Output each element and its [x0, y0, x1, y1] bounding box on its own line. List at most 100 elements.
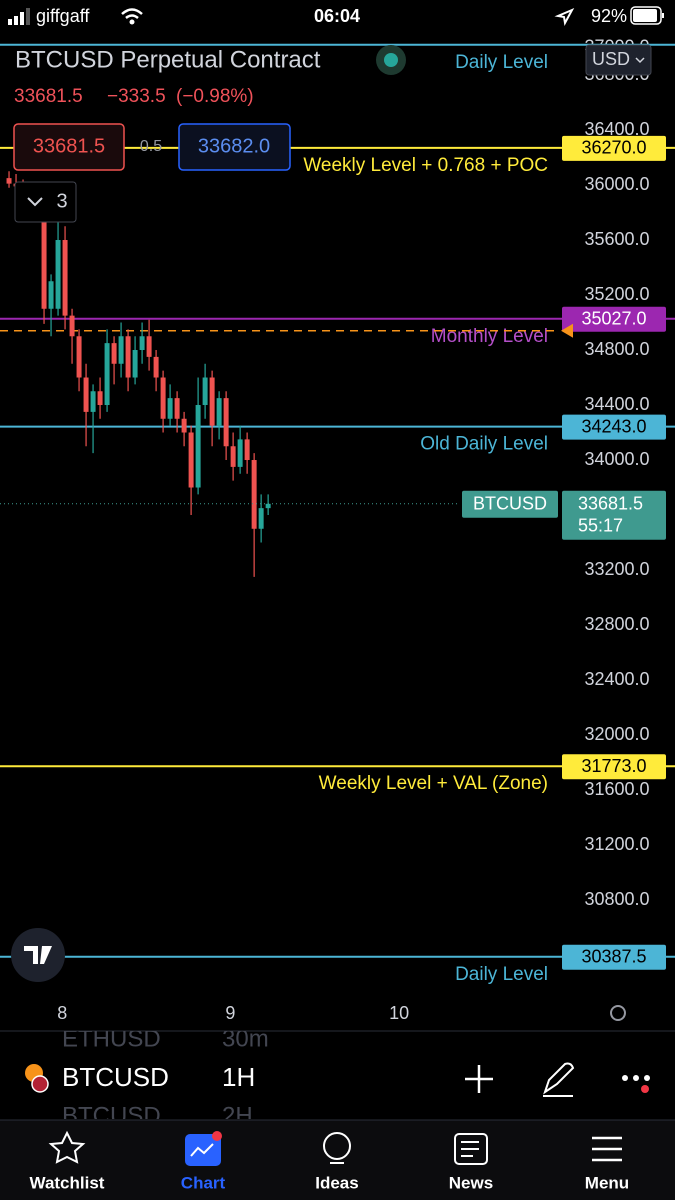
indicator-count: 3 — [56, 190, 67, 212]
price-change-percent: (−0.98%) — [176, 86, 254, 107]
spread: 0.5 — [140, 138, 162, 155]
candle-body — [83, 377, 89, 412]
symbol[interactable]: BTCUSD — [62, 1062, 169, 1092]
level-name: Weekly Level + VAL (Zone) — [319, 773, 548, 794]
candle-body — [48, 281, 54, 309]
more-button[interactable] — [622, 1075, 628, 1081]
usd-icon — [31, 1075, 49, 1093]
chart-icon — [190, 1143, 214, 1157]
y-tick-label: 35200.0 — [584, 284, 649, 304]
candle-body — [41, 198, 47, 309]
battery-level — [633, 9, 657, 22]
currency-label: USD — [592, 49, 630, 69]
candle-body — [244, 439, 250, 461]
next-interval: 2H — [222, 1102, 253, 1129]
candle-body — [209, 377, 215, 426]
y-tick-label: 32800.0 — [584, 614, 649, 634]
candle-body — [216, 398, 222, 426]
candle-body — [195, 405, 201, 488]
candle-body — [181, 418, 187, 433]
candle-body — [146, 336, 152, 357]
tab-bar: Watchlist Chart Ideas News Menu — [0, 1119, 675, 1200]
candle-body — [258, 508, 264, 529]
level-tag — [562, 754, 666, 780]
x-tick-label: 9 — [225, 1003, 235, 1023]
price-change: −333.5 — [107, 86, 166, 107]
candle-body — [125, 336, 131, 378]
level-tag — [562, 306, 666, 332]
clock: 06:04 — [314, 6, 360, 26]
candle-body — [153, 356, 159, 378]
chart-icon — [185, 1134, 221, 1166]
sell-button[interactable] — [13, 123, 125, 171]
candle-body — [90, 391, 96, 412]
draw-button[interactable] — [543, 1062, 575, 1097]
level-tag — [562, 414, 666, 440]
tab-label[interactable]: Menu — [585, 1173, 629, 1192]
candle-body — [62, 240, 68, 316]
menu-icon — [592, 1136, 622, 1162]
y-tick-label: 32400.0 — [584, 669, 649, 689]
level-name: Daily Level — [455, 964, 548, 985]
wifi-icon — [129, 19, 135, 25]
more-button — [633, 1075, 639, 1081]
candle-body — [6, 178, 12, 184]
tv-logo-mark — [24, 946, 52, 964]
settings-icon[interactable] — [610, 1005, 626, 1021]
candle-body — [111, 343, 117, 364]
chevron — [27, 197, 43, 207]
next-symbol: BTCUSD — [62, 1102, 161, 1129]
candle-body — [237, 439, 243, 467]
indicators-toggle[interactable] — [14, 181, 77, 223]
battery-tip — [662, 13, 664, 18]
x-tick-label: 8 — [57, 1003, 67, 1023]
buy-button[interactable] — [178, 123, 291, 171]
last-symbol: BTCUSD — [473, 494, 547, 514]
level-name: Old Daily Level — [420, 434, 548, 455]
level-tag — [562, 135, 666, 161]
chevron — [635, 57, 645, 64]
candle-body — [139, 336, 145, 351]
last-price: 33681.5 — [578, 494, 643, 514]
candle-body — [97, 391, 103, 406]
level-price: 35027.0 — [581, 309, 646, 329]
last-price-tag — [562, 490, 666, 540]
battery-percent: 92% — [591, 6, 627, 26]
candle-body — [202, 377, 208, 406]
notification-dot — [212, 1131, 222, 1141]
status-bar: giffgaff 06:04 92% — [8, 6, 664, 27]
candle-body — [160, 377, 166, 419]
buy-price: 33682.0 — [198, 135, 270, 157]
level-price: 31773.0 — [581, 756, 646, 776]
last-price: 33681.5 — [14, 86, 83, 107]
currency-button[interactable] — [585, 44, 652, 76]
y-tick-label: 31600.0 — [584, 779, 649, 799]
watchlist-icon — [48, 1130, 86, 1164]
news-icon — [454, 1133, 488, 1165]
add-button[interactable] — [465, 1065, 493, 1093]
sell-price: 33681.5 — [33, 135, 105, 157]
market-status-dot — [384, 53, 398, 67]
level-price: 34243.0 — [581, 416, 646, 436]
candle-body — [223, 398, 229, 447]
tab-label[interactable]: Watchlist — [30, 1173, 105, 1192]
tab-label[interactable]: News — [449, 1173, 493, 1192]
interval[interactable]: 1H — [222, 1062, 255, 1092]
candle-body — [265, 503, 271, 509]
y-tick-label: 34400.0 — [584, 394, 649, 414]
countdown: 55:17 — [578, 516, 623, 536]
candle-body — [230, 446, 236, 467]
candle-body — [132, 350, 138, 378]
last-symbol-tag — [462, 490, 558, 518]
signal-bar — [26, 8, 30, 25]
prev-symbol: ETHUSD — [62, 1025, 161, 1052]
tab-label[interactable]: Chart — [181, 1173, 226, 1192]
level-arrow — [561, 323, 573, 338]
notification-dot — [641, 1085, 649, 1093]
tab-label[interactable]: Ideas — [315, 1173, 358, 1192]
y-tick-label: 36000.0 — [584, 174, 649, 194]
candle-body — [69, 315, 75, 337]
symbol-title[interactable]: BTCUSD Perpetual Contract — [15, 46, 321, 73]
